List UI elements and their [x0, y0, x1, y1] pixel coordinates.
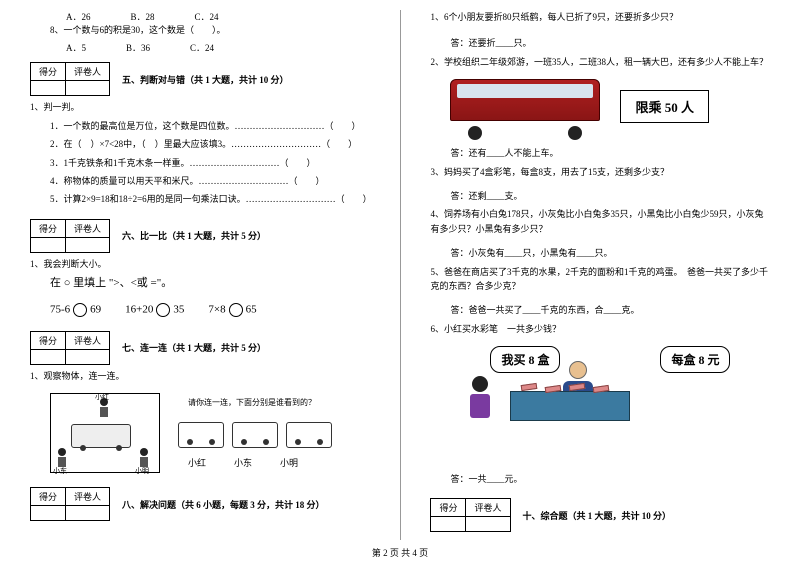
q7-choices: A．26 B．28 C．24: [30, 10, 370, 23]
s5-item2: 2．在（ ）×7<28中，（ ）里最大应该填3。…………………………（ ）: [30, 137, 370, 151]
section-5-title: 五、判断对与错（共 1 大题，共计 10 分）: [122, 73, 289, 86]
section-7-title: 七、连一连（共 1 大题，共计 5 分）: [122, 341, 266, 354]
r-a4: 答：小灰兔有____只，小黑兔有____只。: [430, 246, 770, 260]
compare-row: 75-669 16+2035 7×865: [30, 303, 370, 317]
s5-item4: 4．称物体的质量可以用天平和米尺。…………………………（ ）: [30, 174, 370, 188]
score-box-5: 得分 评卷人 五、判断对与错（共 1 大题，共计 10 分）: [30, 62, 370, 96]
choice-a: A．26: [66, 10, 91, 23]
s5-item3: 3．1千克铁条和1千克木条一样重。…………………………（ ）: [30, 156, 370, 170]
choice-b: B．36: [126, 41, 150, 54]
score-label: 得分: [431, 499, 466, 517]
score-box-10: 得分 评卷人 十、综合题（共 1 大题，共计 10 分）: [430, 498, 770, 532]
van-icon: [71, 424, 131, 448]
choice-a: A．5: [66, 41, 86, 54]
girl-icon: [470, 376, 490, 418]
cmp2: 16+2035: [125, 303, 184, 317]
s6-q1: 1、我会判断大小。: [30, 257, 370, 271]
shop-scene: 我买 8 盒 每盒 8 元: [430, 346, 770, 466]
r-q4: 4、饲养场有小白兔178只，小灰兔比小白兔多35只，小黑兔比小白兔少59只，小灰…: [430, 207, 770, 236]
blank-circle: [229, 303, 243, 317]
s7-q1: 1、观察物体，连一连。: [30, 369, 370, 383]
s5-q1: 1、判一判。: [30, 100, 370, 114]
r-a6: 答：一共____元。: [430, 472, 770, 486]
grader-label: 评卷人: [466, 499, 510, 517]
r-q3: 3、妈妈买了4盒彩笔，每盒8支，用去了15支，还剩多少支？: [430, 165, 770, 179]
name-xiaodong: 小东: [234, 456, 252, 469]
right-column: 1、6个小朋友要折80只纸鹤，每人已折了9只，还要折多少只？ 答：还要折____…: [430, 10, 770, 540]
score-label: 得分: [31, 63, 66, 81]
name-xiaohong: 小红: [188, 456, 206, 469]
van-view-icon: [178, 422, 224, 448]
speech-bubble-price: 每盒 8 元: [660, 346, 730, 373]
score-box-6: 得分 评卷人 六、比一比（共 1 大题，共计 5 分）: [30, 219, 370, 253]
s7-question: 请你连一连，下面分别是谁看到的？: [188, 397, 332, 408]
score-label: 得分: [31, 488, 66, 506]
name-xiaoming: 小明: [280, 456, 298, 469]
label-xiaohong: 小红: [95, 392, 109, 402]
cmp1: 75-669: [50, 303, 101, 317]
choice-c: C．24: [190, 41, 214, 54]
van-view-icon: [286, 422, 332, 448]
label-xiaoming: 小明: [135, 466, 149, 476]
grader-label: 评卷人: [66, 488, 110, 506]
q8-text: 8、一个数与6的积是30，这个数是（ ）。: [30, 23, 370, 37]
scene-row: 小红 小东 小明 请你连一连，下面分别是谁看到的？ 小红 小东 小明: [30, 393, 370, 473]
score-box-8: 得分 评卷人 八、解决问题（共 6 小题，每题 3 分，共计 18 分）: [30, 487, 370, 521]
score-box-7: 得分 评卷人 七、连一连（共 1 大题，共计 5 分）: [30, 331, 370, 365]
bus-row: 限乘 50 人: [430, 79, 770, 134]
van-views: 请你连一连，下面分别是谁看到的？ 小红 小东 小明: [178, 397, 332, 469]
bus-icon: [450, 79, 600, 134]
score-label: 得分: [31, 331, 66, 349]
left-column: A．26 B．28 C．24 8、一个数与6的积是30，这个数是（ ）。 A．5…: [30, 10, 370, 540]
r-q5: 5、爸爸在商店买了3千克的水果，2千克的面粉和1千克的鸡蛋。 爸爸一共买了多少千…: [430, 265, 770, 294]
section-8-title: 八、解决问题（共 6 小题，每题 3 分，共计 18 分）: [122, 498, 325, 511]
grader-label: 评卷人: [66, 219, 110, 237]
counter-icon: [510, 391, 630, 421]
grader-label: 评卷人: [66, 63, 110, 81]
r-a5: 答：爸爸一共买了____千克的东西，合____克。: [430, 303, 770, 317]
grader-label: 评卷人: [66, 331, 110, 349]
blank-circle: [156, 303, 170, 317]
r-a1: 答：还要折____只。: [430, 36, 770, 50]
column-divider: [400, 10, 401, 540]
s5-item1: 1．一个数的最高位是万位，这个数是四位数。…………………………（ ）: [30, 119, 370, 133]
van-view-icon: [232, 422, 278, 448]
limit-box: 限乘 50 人: [620, 90, 709, 123]
choice-c: C．24: [195, 10, 219, 23]
scene-illustration: 小红 小东 小明: [50, 393, 160, 473]
s6-prompt: 在 ○ 里填上 ">、<或 ="。: [30, 275, 370, 293]
q8-choices: A．5 B．36 C．24: [30, 41, 370, 54]
section-6-title: 六、比一比（共 1 大题，共计 5 分）: [122, 229, 266, 242]
page-footer: 第 2 页 共 4 页: [0, 546, 800, 559]
choice-b: B．28: [131, 10, 155, 23]
person-icon: [57, 448, 67, 467]
cmp3: 7×865: [208, 303, 256, 317]
section-10-title: 十、综合题（共 1 大题，共计 10 分）: [523, 509, 672, 522]
r-q1: 1、6个小朋友要折80只纸鹤，每人已折了9只，还要折多少只？: [430, 10, 770, 24]
person-icon: [139, 448, 149, 467]
score-label: 得分: [31, 219, 66, 237]
r-q6: 6、小红买水彩笔 一共多少钱？: [430, 322, 770, 336]
blank-circle: [73, 303, 87, 317]
s5-item5: 5．计算2×9=18和18÷2=6用的是同一句乘法口诀。…………………………（ …: [30, 192, 370, 206]
r-a2: 答：还有____人不能上车。: [430, 146, 770, 160]
label-xiaodong: 小东: [53, 466, 67, 476]
r-a3: 答：还剩____支。: [430, 189, 770, 203]
r-q2: 2、学校组织二年级郊游，一班35人，二班38人，租一辆大巴，还有多少人不能上车？: [430, 55, 770, 69]
